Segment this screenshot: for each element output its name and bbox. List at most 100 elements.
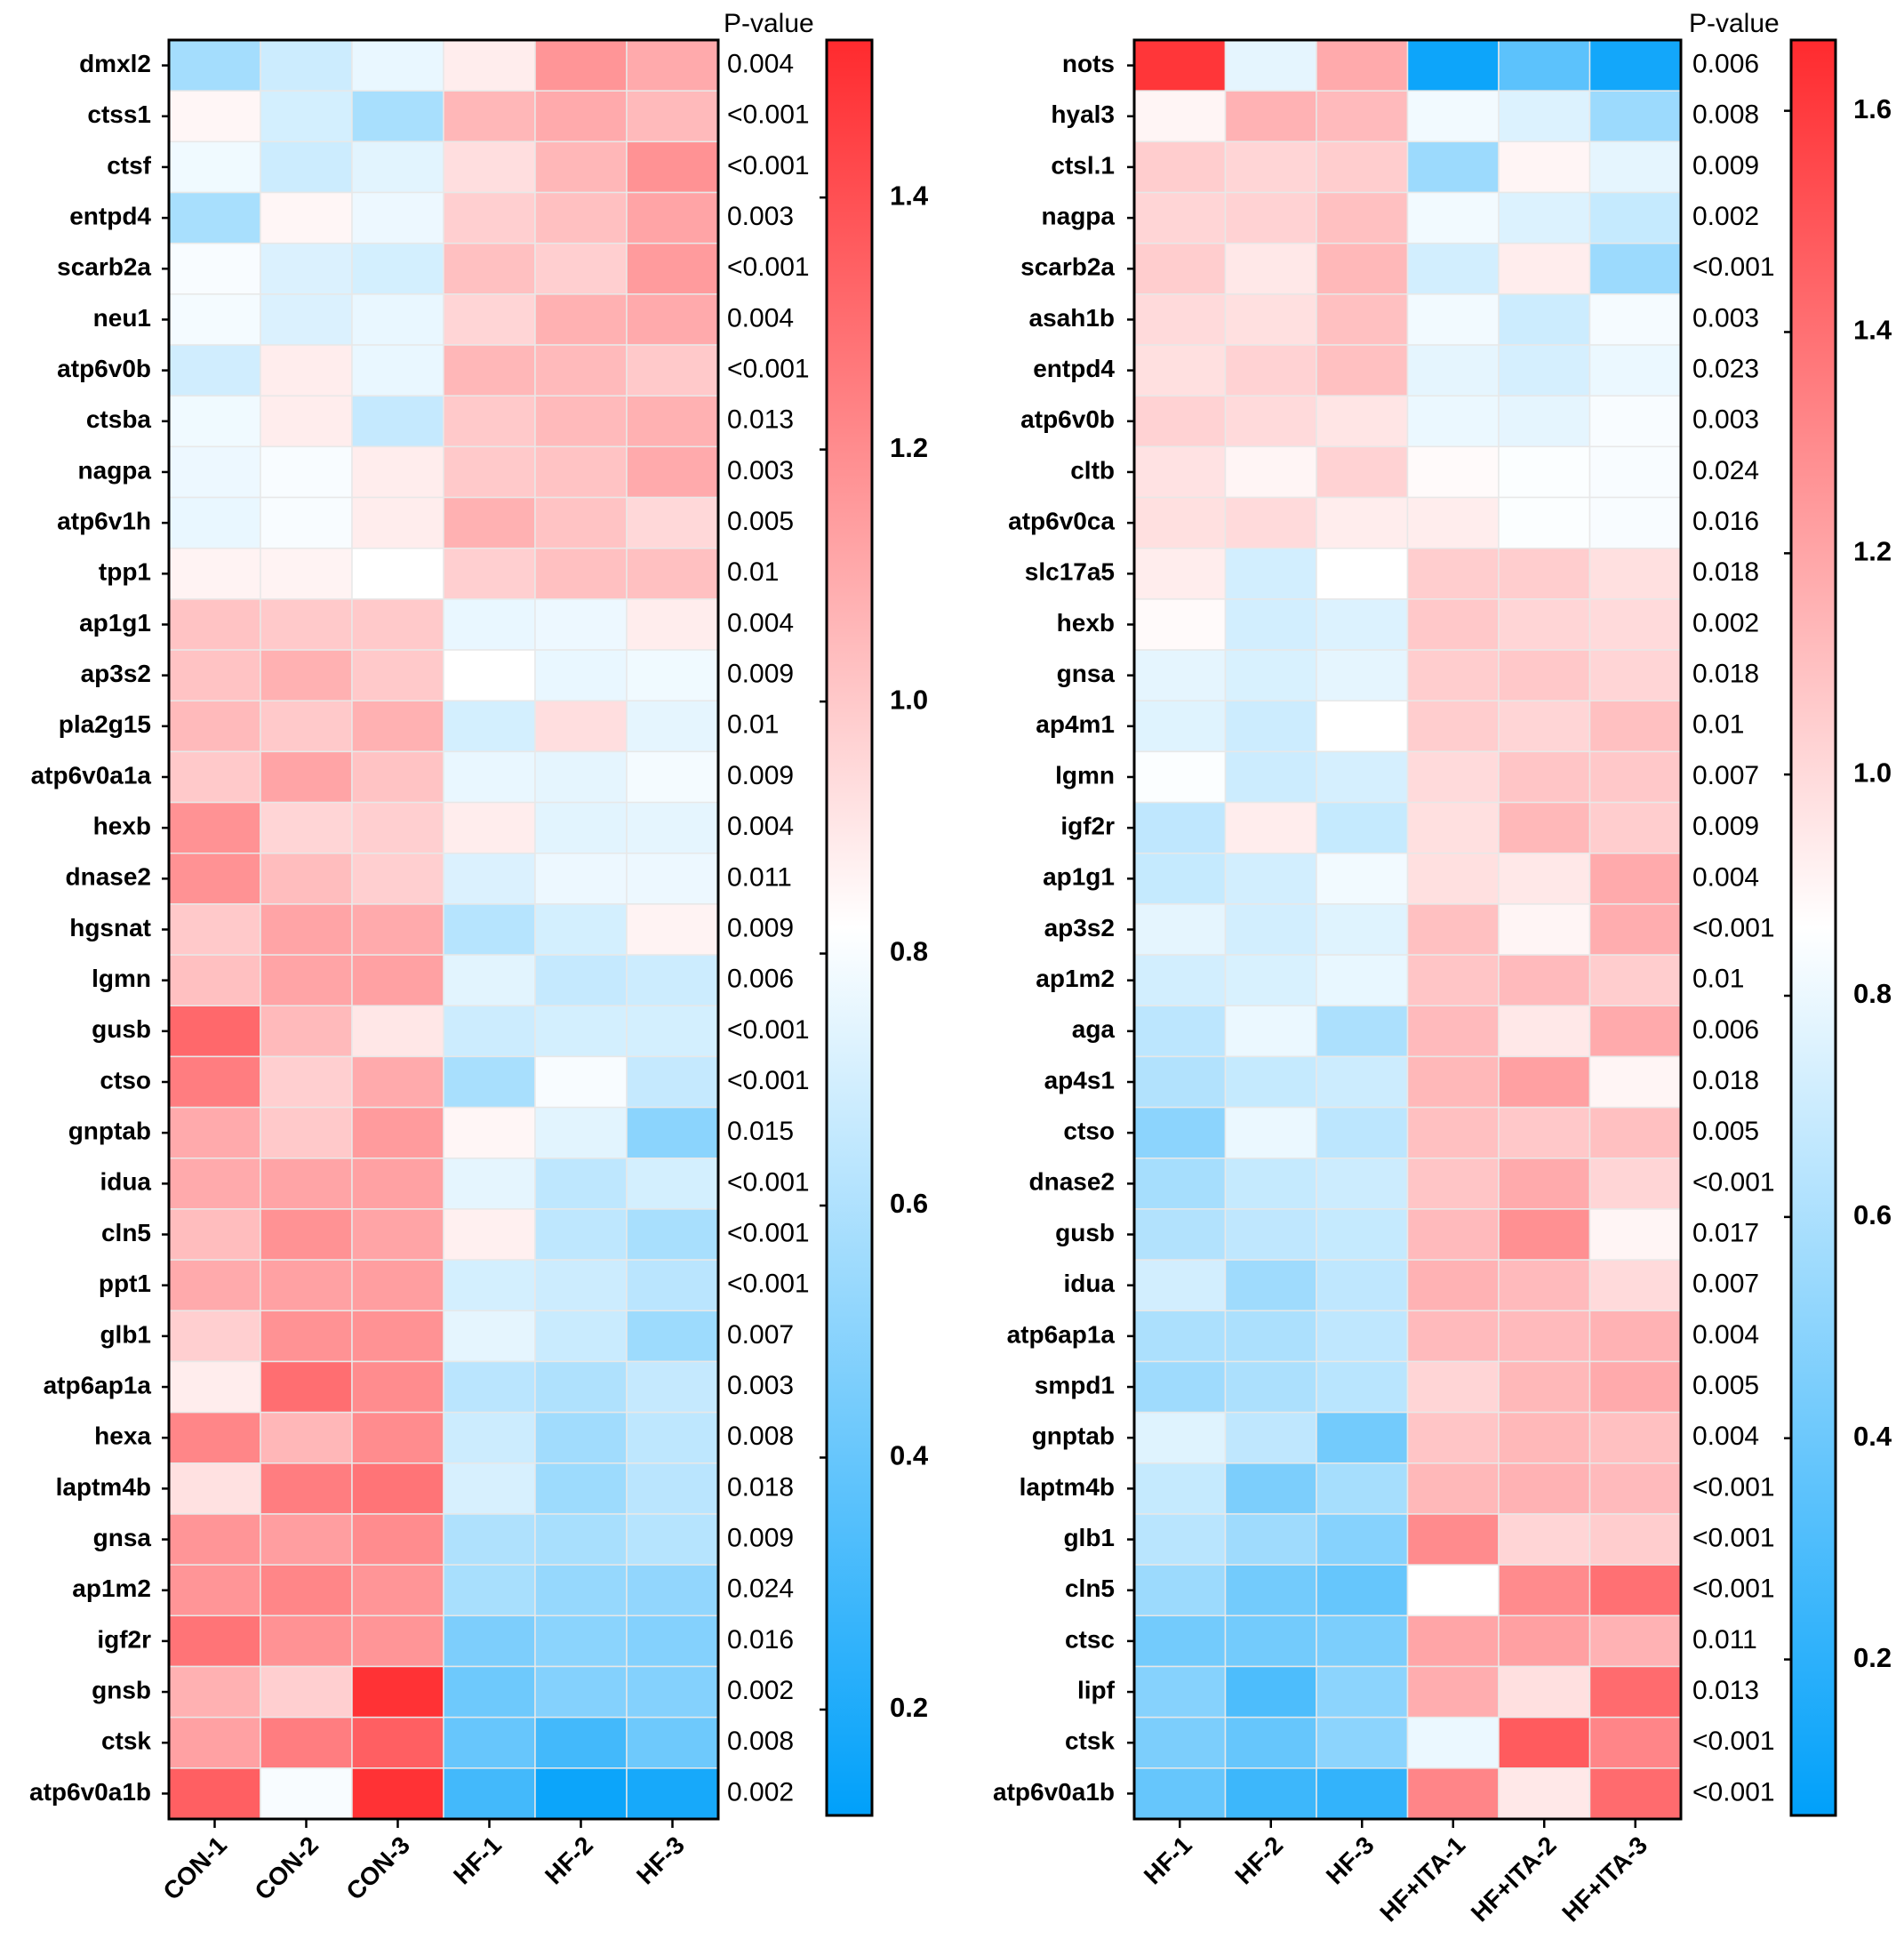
colorbar-tick-label: 0.2 [1853,1642,1892,1673]
heatmap-cell [1133,547,1227,600]
column-label: HF-2 [540,1831,598,1890]
heatmap-cell [1224,1462,1317,1515]
heatmap-cell [1133,191,1227,244]
heatmap-cell [1224,1005,1317,1058]
heatmap-cell [443,344,536,397]
p-value: <0.001 [1692,1777,1775,1807]
heatmap-cell [443,1055,536,1109]
heatmap-cell [260,1106,353,1159]
p-value: <0.001 [1692,1167,1775,1197]
heatmap-cell [1588,852,1682,905]
heatmap-cell [260,1411,353,1464]
heatmap-cell [534,598,628,651]
heatmap-cell [168,140,261,194]
heatmap-cell [1316,649,1409,701]
heatmap-cell [443,140,536,194]
p-value: <0.001 [1692,1727,1775,1756]
heatmap-cell [443,852,536,905]
row-label: neu1 [93,304,151,332]
heatmap-cell [1316,1716,1409,1769]
heatmap-cell [351,1259,444,1312]
heatmap-cell [1406,1208,1500,1261]
p-value: <0.001 [727,1066,810,1095]
heatmap-cell [351,1055,444,1109]
heatmap-cell [1316,1411,1409,1464]
heatmap-cell [1588,1055,1682,1109]
p-value: 0.003 [727,202,794,231]
colorbar-tick-label: 1.0 [1853,757,1892,788]
heatmap-cell [1316,1106,1409,1159]
heatmap-cell [260,852,353,905]
heatmap-cell [260,39,353,92]
p-value: 0.007 [1692,761,1759,790]
heatmap-cell [1224,598,1317,651]
p-value: 0.008 [1692,100,1759,130]
heatmap-cell [443,90,536,143]
p-value: 0.002 [727,1676,794,1705]
heatmap-cell [626,903,719,956]
row-label: lipf [1077,1676,1116,1703]
row-label: laptm4b [1020,1473,1115,1501]
heatmap-cell [443,700,536,753]
p-value: 0.018 [1692,1066,1759,1095]
heatmap-cell [1588,1564,1682,1617]
heatmap-cell [1588,903,1682,956]
colorbar-tick-label: 1.0 [890,684,928,715]
row-label: ap4m1 [1036,710,1115,738]
row-label: gusb [92,1015,151,1043]
p-value: 0.018 [1692,660,1759,689]
heatmap-cell [443,1310,536,1363]
heatmap-cell [1316,191,1409,244]
heatmap-cell [1224,1310,1317,1363]
heatmap-cell [1406,700,1500,753]
heatmap-cell [1133,1208,1227,1261]
heatmap-cell [626,547,719,600]
heatmap-cell [1316,395,1409,448]
heatmap-cell [443,1665,536,1719]
heatmap-cell [260,547,353,600]
heatmap-cell [1498,598,1591,651]
row-label: ap3s2 [1044,914,1115,941]
row-label: dnase2 [1029,1168,1116,1196]
heatmap-cell [534,801,628,854]
heatmap-cell [1316,1310,1409,1363]
p-value: 0.002 [1692,608,1759,637]
heatmap-cell [351,1614,444,1668]
heatmap-cell [626,750,719,804]
row-label: atp6v0b [1020,405,1115,433]
heatmap-cell [260,1462,353,1515]
heatmap-cell [1133,1564,1227,1617]
heatmap-cell [1406,801,1500,854]
heatmap-cell [1406,1310,1500,1363]
heatmap-cell [260,344,353,397]
row-label: ctsl.1 [1051,151,1115,179]
heatmap-cell [534,1310,628,1363]
heatmap-cell [1498,801,1591,854]
row-label: igf2r [97,1625,151,1653]
heatmap-cell [1406,496,1500,549]
row-label: lgmn [92,965,151,992]
heatmap-cell [1588,1513,1682,1566]
row-label: ctss1 [87,100,151,128]
heatmap-cell [351,395,444,448]
heatmap-cell [1224,801,1317,854]
p-value: 0.017 [1692,1218,1759,1247]
heatmap-cell [1406,954,1500,1007]
colorbar [825,38,874,1817]
row-label: laptm4b [56,1473,151,1501]
heatmap-cell [1498,1005,1591,1058]
heatmap-cell [1498,1208,1591,1261]
heatmap-cell [1406,242,1500,295]
heatmap-cell [1498,191,1591,244]
heatmap-cell [168,395,261,448]
row-label: ctsf [107,151,151,179]
heatmap-cell [168,1208,261,1261]
heatmap-cell [168,1106,261,1159]
p-value-title: P-value [1689,9,1780,38]
heatmap-cell [1316,700,1409,753]
heatmap-cell [626,598,719,651]
heatmap-cell [1588,1310,1682,1363]
column-label: HF-1 [1139,1831,1197,1890]
heatmap-cell [1316,445,1409,499]
